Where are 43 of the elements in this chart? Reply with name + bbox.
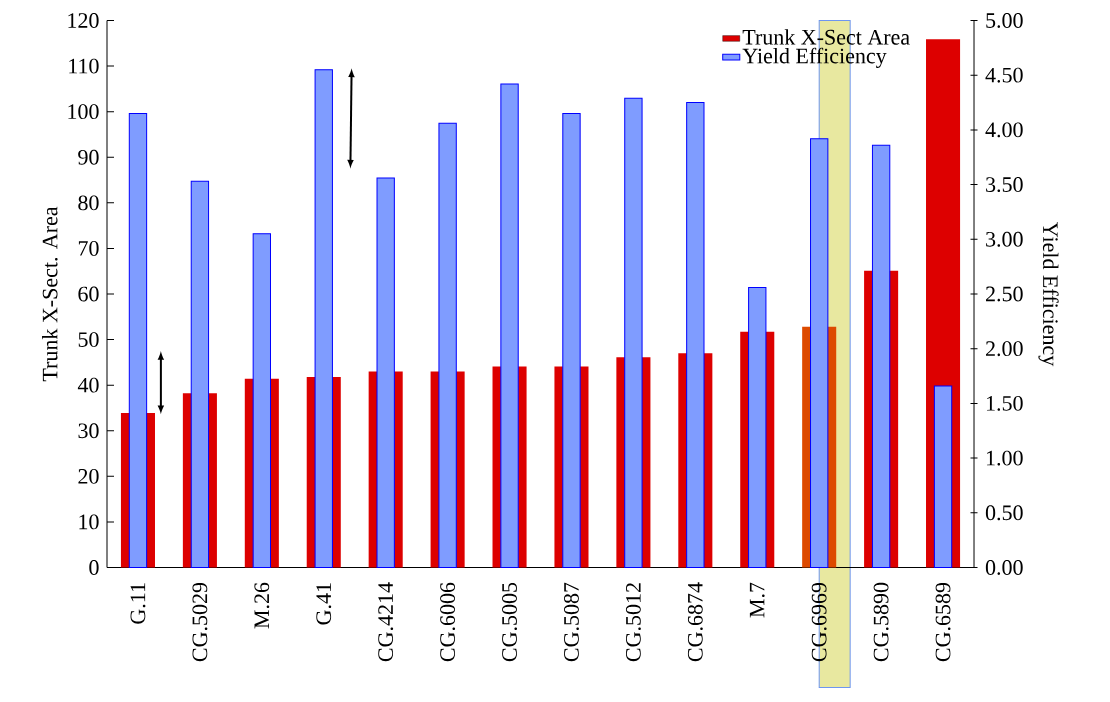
y2-axis-title: Yield Efficiency [1038,222,1059,367]
y-tick-label: 10 [79,514,99,530]
x-tick-label: CG.4214 [378,582,394,662]
x-tick-label: CG.6874 [687,582,703,662]
x-tick-label: CG.6589 [935,583,951,662]
y2-tick-label: 5.00 [986,13,1023,29]
x-tick-label: CG.6969 [811,583,827,662]
y2-tick-label: 4.50 [985,67,1023,83]
y-tick-label: 50 [78,332,99,348]
x-tick-label: CG.5005 [502,583,518,662]
y-tick-label: 110 [69,58,99,74]
y-tick-label: 90 [78,150,99,165]
x-tick-label: M.26 [254,582,270,629]
x-tick-label: CG.5890 [873,583,889,662]
bar [933,385,953,569]
y2-tick-label: 2.00 [986,341,1023,357]
y-tick-label: 100 [68,104,99,120]
y-tick-label: 120 [68,13,99,29]
y-axis-title: Trunk X-Sect. Area [42,206,58,382]
y2-tick-label: 2.50 [986,286,1023,302]
x-tick-label: G.11 [130,583,146,624]
x-tick-label: CG.5029 [192,583,208,662]
x-tick-label: CG.6006 [440,582,456,662]
x-tick-label: M.7 [749,582,765,618]
y-tick-label: 0 [89,560,99,576]
legend-label: Trunk X-Sect Area [742,29,910,45]
y2-tick-label: 0.00 [985,560,1023,576]
legend-label: Yield Efficiency [742,47,887,69]
y2-tick-label: 3.50 [986,177,1023,193]
y-tick-label: 40 [77,377,99,393]
y2-tick-label: 1.50 [986,396,1023,412]
y-tick-label: 80 [78,195,99,211]
y2-tick-label: 3.00 [986,232,1023,248]
x-tick-label: CG.5087 [564,582,579,662]
y-tick-label: 70 [78,241,99,257]
y-tick-label: 60 [78,286,99,302]
x-tick-label: CG.5012 [625,583,641,662]
x-tick-label: G.41 [316,583,332,625]
y2-tick-label: 0.50 [985,505,1023,521]
y2-tick-label: 1.00 [986,450,1023,466]
y-tick-label: 20 [78,469,99,485]
y2-tick-label: 4.00 [985,122,1023,138]
y-tick-label: 30 [78,423,99,439]
